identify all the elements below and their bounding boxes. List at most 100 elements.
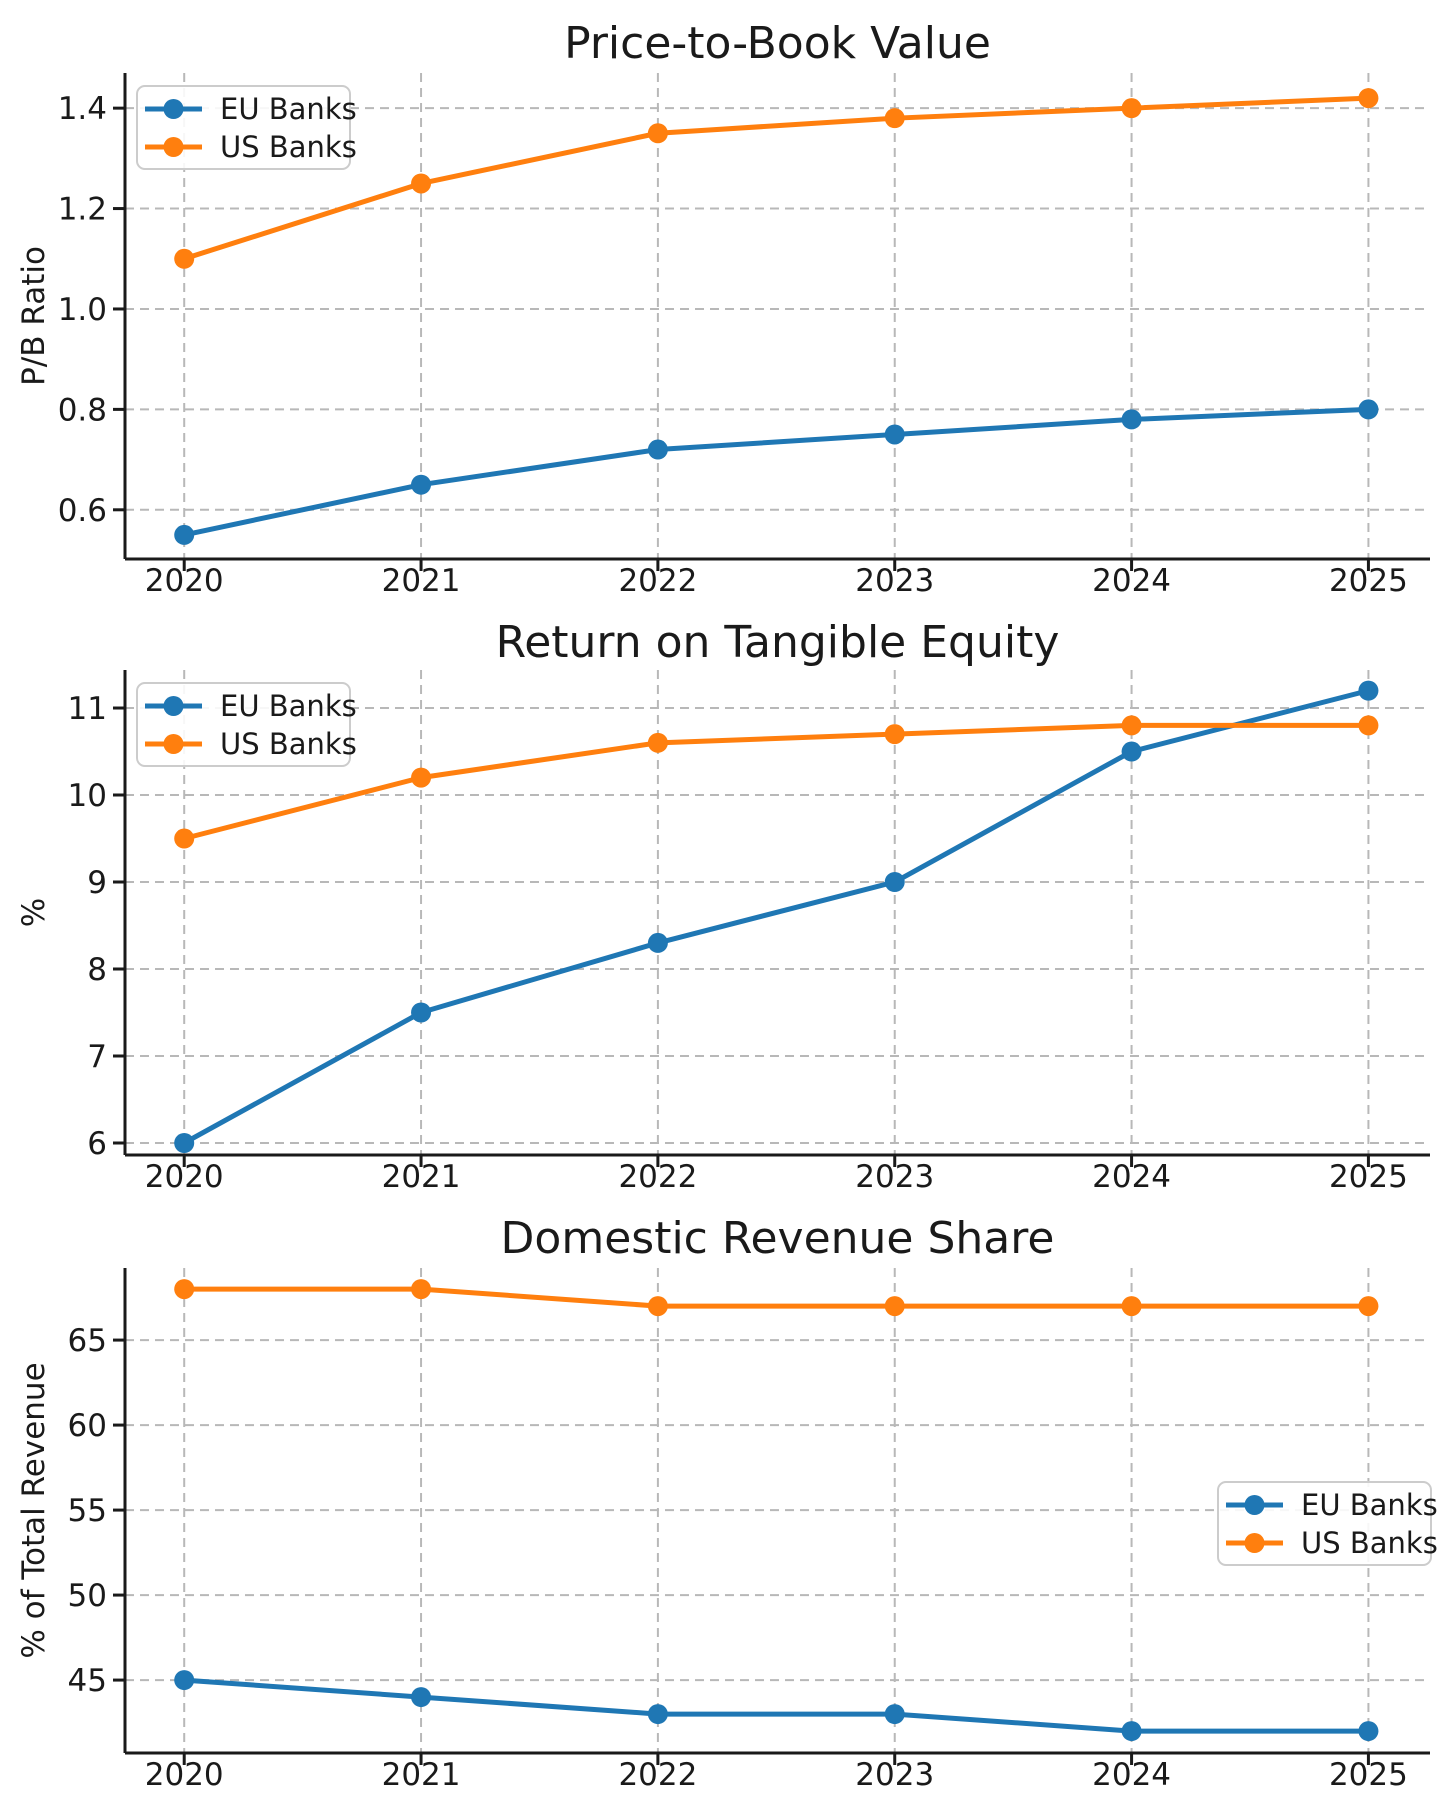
chart-title: Domestic Revenue Share: [501, 1213, 1055, 1264]
legend-marker-sample: [163, 734, 184, 754]
series-line: [181, 688, 1371, 1146]
y-tick-label: 55: [68, 1493, 107, 1529]
data-point-marker: [647, 932, 668, 953]
y-tick-label: 9: [87, 865, 107, 901]
data-point-marker: [1358, 399, 1379, 420]
data-point-marker: [174, 1670, 195, 1691]
chart-price-to-book-value: 2020 2021 2022 2023 2024 2025 0.6 0.8 1.0 1.2 1.4 P…: [16, 18, 1430, 599]
data-point-marker: [884, 424, 905, 445]
x-tick-label: 2020: [145, 1757, 224, 1793]
series-line: [181, 1677, 1371, 1734]
chart-title: Return on Tangible Equity: [496, 617, 1060, 668]
data-point-marker: [411, 1687, 432, 1708]
x-tick-label: 2020: [145, 1159, 224, 1195]
x-tick-label: 2025: [1329, 563, 1408, 599]
legend-label: EU Banks: [1301, 1488, 1438, 1522]
legend: EU Banks US Banks: [136, 85, 357, 170]
data-point-marker: [411, 1002, 432, 1023]
y-axis-label: % of Total Revenue: [16, 1362, 52, 1658]
x-tick-label: 2024: [1092, 563, 1171, 599]
chart-title: Price-to-Book Value: [564, 18, 991, 69]
y-axis-label: %: [16, 898, 52, 927]
legend-label: EU Banks: [220, 92, 357, 126]
y-tick-label: 7: [87, 1039, 107, 1075]
x-tick-label: 2021: [382, 563, 461, 599]
chart-domestic-revenue-share: 2020 2021 2022 2023 2024 2025 45 50 55 60 65 % of T…: [16, 1213, 1438, 1793]
y-tick-label: 0.6: [58, 493, 107, 529]
data-point-marker: [1358, 680, 1379, 701]
y-tick-label: 10: [68, 778, 107, 814]
x-tick-label: 2021: [382, 1757, 461, 1793]
legend-label: EU Banks: [220, 689, 357, 723]
grid: [125, 1268, 1430, 1753]
x-tick-label: 2022: [618, 563, 697, 599]
y-tick-label: 60: [68, 1408, 107, 1444]
legend-marker-sample: [163, 696, 184, 716]
data-point-marker: [1358, 88, 1379, 109]
data-point-marker: [1121, 98, 1142, 119]
legend-label: US Banks: [220, 130, 357, 164]
legend: EU Banks US Banks: [136, 682, 357, 767]
data-point-marker: [1121, 741, 1142, 762]
legend-item-eu-banks: EU Banks: [145, 92, 357, 126]
y-tick-label: 65: [68, 1323, 107, 1359]
y-axis-label: P/B Ratio: [16, 246, 52, 386]
x-tick-label: 2025: [1329, 1159, 1408, 1195]
legend-marker-sample: [1244, 1495, 1265, 1515]
data-point-marker: [1358, 1296, 1379, 1317]
y-tick-label: 8: [87, 952, 107, 988]
x-tick-label: 2022: [618, 1159, 697, 1195]
data-point-marker: [884, 1296, 905, 1317]
data-point-marker: [884, 872, 905, 893]
data-point-marker: [411, 474, 432, 495]
legend-item-eu-banks: EU Banks: [145, 689, 357, 723]
y-tick-label: 1.2: [58, 192, 107, 228]
x-tick-label: 2024: [1092, 1757, 1171, 1793]
series-line: [181, 406, 1371, 538]
data-point-marker: [411, 173, 432, 194]
data-point-marker: [174, 828, 195, 849]
data-point-marker: [1121, 1721, 1142, 1742]
data-point-marker: [647, 439, 668, 460]
y-tick-label: 0.8: [58, 392, 107, 428]
data-point-marker: [647, 732, 668, 753]
legend-marker-sample: [163, 137, 184, 157]
data-point-marker: [1121, 409, 1142, 430]
legend-label: US Banks: [220, 727, 357, 761]
data-point-marker: [174, 524, 195, 545]
data-point-marker: [647, 123, 668, 144]
series-eu-banks: [174, 1670, 1379, 1742]
legend-marker-sample: [1244, 1533, 1265, 1553]
legend: EU Banks US Banks: [1217, 1481, 1438, 1566]
series-line: [181, 722, 1371, 842]
series-line: [181, 95, 1371, 262]
legend-item-us-banks: US Banks: [145, 130, 357, 164]
x-tick-label: 2020: [145, 563, 224, 599]
x-tick-label: 2021: [382, 1159, 461, 1195]
data-point-marker: [174, 1132, 195, 1153]
series-eu-banks: [174, 680, 1379, 1153]
y-tick-label: 1.0: [58, 292, 107, 328]
data-point-marker: [884, 1704, 905, 1725]
series-eu-banks: [174, 399, 1379, 545]
data-point-marker: [884, 724, 905, 745]
chart-return-on-tangible-equity: 2020 2021 2022 2023 2024 2025 6 7 8 9 10 11% Return …: [16, 617, 1430, 1195]
data-point-marker: [1358, 1721, 1379, 1742]
y-tick-label: 50: [68, 1578, 107, 1614]
legend-item-eu-banks: EU Banks: [1226, 1488, 1438, 1522]
x-tick-label: 2025: [1329, 1757, 1408, 1793]
data-point-marker: [647, 1704, 668, 1725]
data-point-marker: [1121, 715, 1142, 736]
x-tick-label: 2023: [855, 563, 934, 599]
legend-label: US Banks: [1301, 1526, 1438, 1560]
series-line: [181, 1286, 1371, 1309]
data-point-marker: [647, 1296, 668, 1317]
legend-item-us-banks: US Banks: [145, 727, 357, 761]
y-tick-label: 11: [68, 691, 107, 727]
data-point-marker: [174, 248, 195, 269]
data-point-marker: [411, 1279, 432, 1300]
data-point-marker: [1358, 715, 1379, 736]
data-point-marker: [884, 108, 905, 129]
